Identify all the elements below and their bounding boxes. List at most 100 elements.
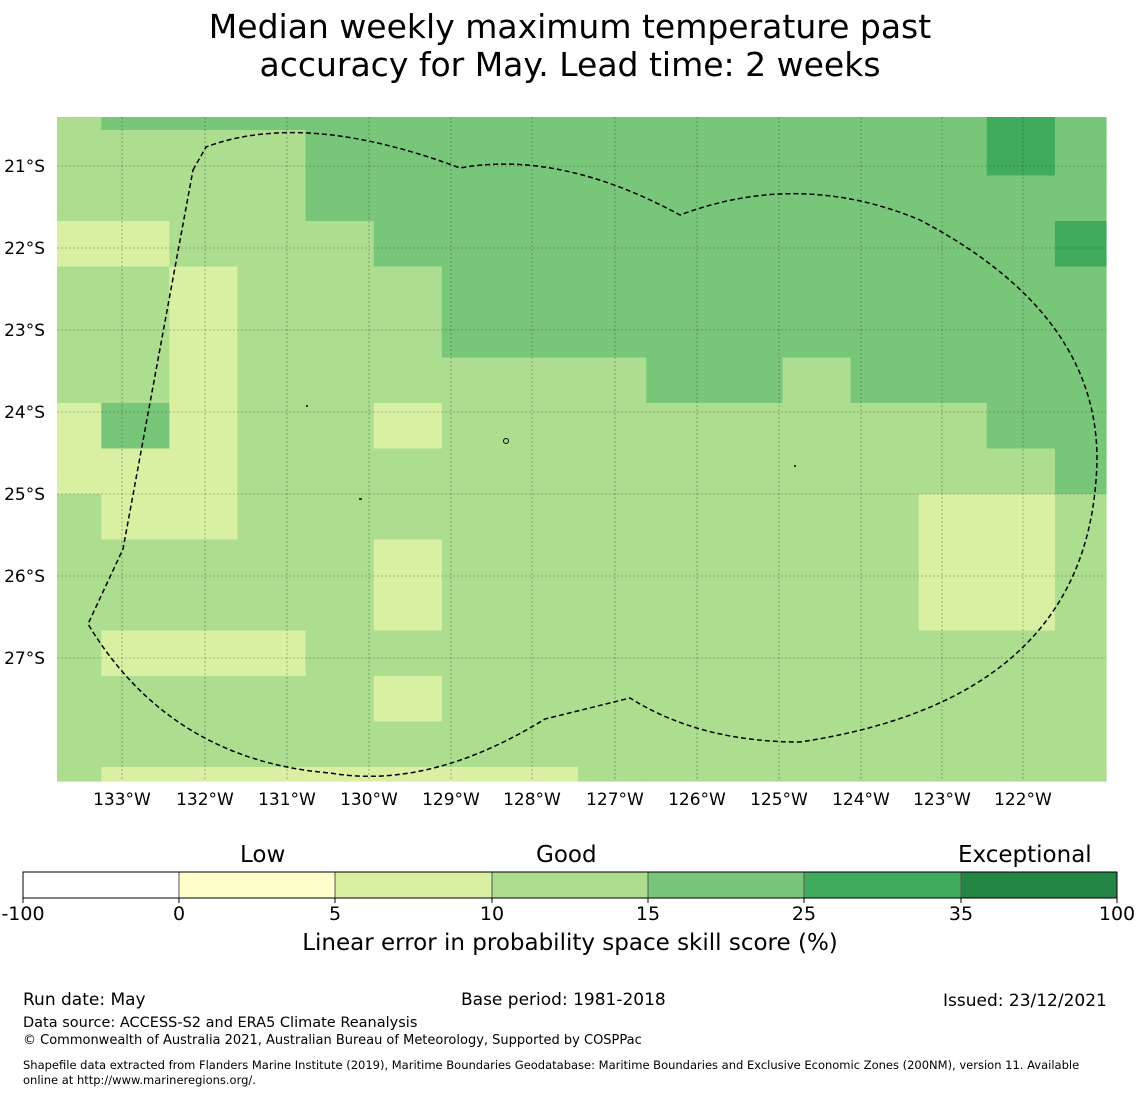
grid-cell (305, 721, 375, 768)
grid-cell (986, 117, 1056, 131)
grid-cell (509, 767, 579, 782)
grid-cell (373, 117, 443, 131)
grid-cell (850, 630, 920, 677)
grid-cell (169, 676, 239, 723)
grid-cell (646, 676, 715, 723)
grid-cell (237, 630, 307, 677)
colorbar-tick-label: 15 (636, 903, 660, 925)
grid-cell (441, 312, 511, 359)
grid-cell (101, 221, 170, 268)
lon-tick-label: 128°W (503, 790, 561, 810)
grid-cell (237, 403, 307, 450)
colorbar-segment (960, 871, 1118, 899)
grid-cell (305, 175, 375, 222)
lon-tick-label: 127°W (586, 790, 644, 810)
grid-cell (782, 721, 852, 768)
grid-cell (578, 130, 647, 177)
grid-cell (986, 130, 1056, 177)
colorbar-tick-label: 35 (949, 903, 973, 925)
grid-cell (918, 403, 988, 450)
grid-cell (101, 448, 170, 495)
grid-cell (850, 494, 920, 541)
grid-cell (237, 767, 307, 782)
grid-cell (57, 117, 102, 131)
grid-cell (57, 676, 102, 723)
grid-cell (509, 266, 579, 313)
grid-cell (646, 221, 715, 268)
grid-cell (646, 357, 715, 404)
grid-cell (441, 585, 511, 632)
grid-cell (373, 130, 443, 177)
colorbar-segment (334, 871, 493, 899)
grid-cell (986, 539, 1056, 586)
grid-cell (578, 539, 647, 586)
grid-cell (782, 357, 852, 404)
eez-boundary (87, 131, 1098, 778)
lat-tick-label: 24°S (4, 403, 45, 423)
grid-cell (169, 403, 239, 450)
grid-cell (169, 721, 239, 768)
grid-cell (578, 767, 647, 782)
grid-cell (782, 266, 852, 313)
lat-tick-label: 25°S (4, 485, 45, 505)
grid-cell (714, 539, 784, 586)
grid-cell (918, 676, 988, 723)
grid-cell (850, 312, 920, 359)
grid-cell (441, 539, 511, 586)
grid-cell (986, 494, 1056, 541)
grid-cell (646, 175, 715, 222)
grid-cell (646, 630, 715, 677)
grid-cell (578, 721, 647, 768)
grid-cell (1054, 266, 1107, 313)
grid-cell (441, 448, 511, 495)
grid-cell (850, 403, 920, 450)
grid-cell (578, 630, 647, 677)
lat-tick-label: 23°S (4, 321, 45, 341)
grid-cell (237, 117, 307, 131)
grid-cell (986, 403, 1056, 450)
grid-cell (578, 175, 647, 222)
grid-cell (237, 312, 307, 359)
grid-cell (918, 175, 988, 222)
grid-cell (57, 312, 102, 359)
grid-cell (169, 221, 239, 268)
grid-cell (782, 130, 852, 177)
grid-cell (850, 585, 920, 632)
grid-cell (57, 630, 102, 677)
grid-cell (850, 539, 920, 586)
grid-cell (373, 721, 443, 768)
grid-cell (57, 357, 102, 404)
grid-cell (782, 117, 852, 131)
grid-cell (57, 403, 102, 450)
grid-cell (441, 221, 511, 268)
grid-cell (101, 130, 170, 177)
grid-cell (169, 767, 239, 782)
grid-cell (646, 130, 715, 177)
grid-cell (646, 403, 715, 450)
grid-cell (918, 630, 988, 677)
latitude-tick-labels: 21°S 22°S 23°S 24°S 25°S 26°S 27°S (4, 157, 45, 669)
grid-cell (986, 175, 1056, 222)
grid-cell (850, 266, 920, 313)
grid-cell (918, 117, 988, 131)
grid-cell (441, 357, 511, 404)
grid-cell (509, 539, 579, 586)
grid-cell (169, 357, 239, 404)
grid-cell (101, 403, 170, 450)
lon-tick-label: 123°W (913, 790, 971, 810)
colorbar-tick-label: 25 (792, 903, 816, 925)
colorbar-tick-label: -100 (1, 903, 44, 925)
grid-cell (305, 312, 375, 359)
grid-cell (782, 221, 852, 268)
grid-cell (714, 585, 784, 632)
grid-cell (237, 494, 307, 541)
grid-cell (169, 448, 239, 495)
grid-cell (441, 403, 511, 450)
grid-cell (101, 721, 170, 768)
grid-cell (918, 221, 988, 268)
colorbar-word-exceptional: Exceptional (958, 842, 1092, 868)
skill-score-grid (57, 117, 1107, 782)
longitude-tick-labels: 133°W 132°W 131°W 130°W 129°W 128°W 127°W 126°W… (93, 790, 1052, 810)
grid-cell (1054, 721, 1107, 768)
map-title: Median weekly maximum temperature past a… (0, 8, 1140, 84)
